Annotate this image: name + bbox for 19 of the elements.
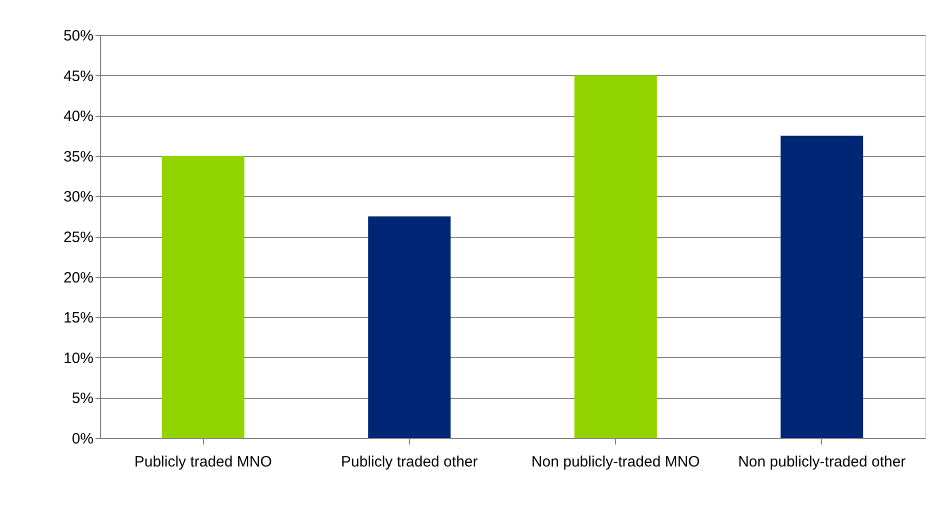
x-tick-label: Non publicly-traded other — [738, 454, 906, 470]
y-tick-label: 45% — [63, 68, 94, 85]
y-tick-label: 0% — [72, 430, 94, 448]
y-tick-label: 25% — [63, 229, 94, 246]
x-tick-label: Publicly traded MNO — [134, 454, 272, 470]
y-tick-label: 50% — [63, 28, 94, 44]
bar — [162, 156, 244, 438]
y-tick-label: 35% — [63, 148, 94, 166]
y-tick-label: 5% — [72, 390, 94, 408]
y-tick-label: 40% — [63, 108, 94, 126]
y-tick-label: 20% — [63, 269, 94, 286]
x-tick-label: Publicly traded other — [341, 454, 478, 470]
x-tick-label: Non publicly-traded MNO — [531, 454, 700, 470]
y-tick-label: 15% — [63, 310, 94, 327]
bar — [780, 136, 864, 438]
bar — [574, 75, 657, 438]
bar — [368, 216, 451, 438]
y-tick-label: 10% — [63, 350, 94, 367]
y-tick-label: 30% — [63, 188, 94, 206]
